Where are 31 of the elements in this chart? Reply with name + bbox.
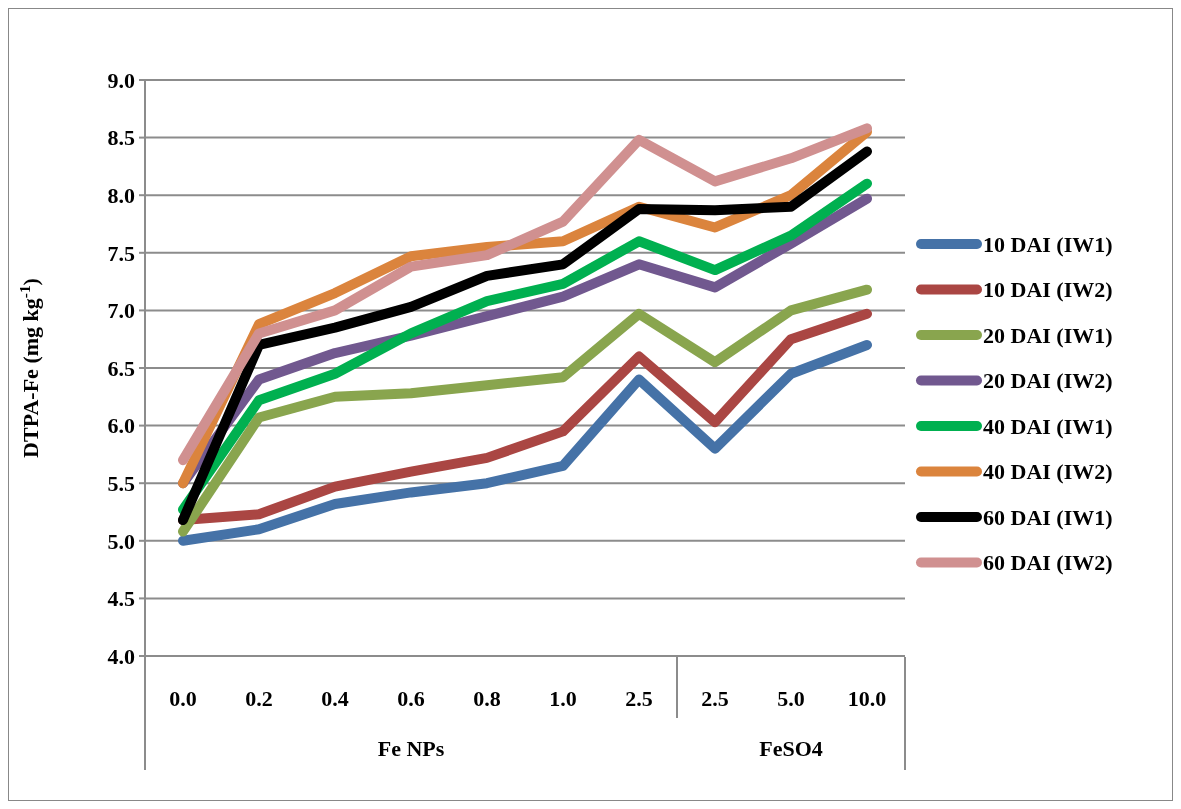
legend-label: 10 DAI (IW2) [983, 277, 1113, 303]
text: FeSO4 [759, 735, 823, 761]
y-tick-label: 5.5 [107, 470, 135, 496]
legend-label: 20 DAI (IW1) [983, 322, 1113, 348]
y-tick-label: 4.5 [107, 586, 135, 612]
legend-label: 40 DAI (IW1) [983, 413, 1113, 439]
x-tick-label: 1.0 [549, 685, 577, 711]
y-tick-label: 4.0 [107, 643, 135, 669]
y-tick-label: 9.0 [107, 67, 135, 93]
y-tick-label: 8.5 [107, 125, 135, 151]
legend-label: 60 DAI (IW1) [983, 504, 1113, 530]
y-tick-label: 7.0 [107, 298, 135, 324]
x-tick-label: 2.5 [625, 685, 653, 711]
y-tick-label: 7.5 [107, 240, 135, 266]
y-tick-label: 8.0 [107, 182, 135, 208]
x-tick-label: 0.2 [245, 685, 273, 711]
legend-label: 10 DAI (IW1) [983, 231, 1113, 257]
legend-label: 40 DAI (IW2) [983, 459, 1113, 485]
x-tick-label: 0.8 [473, 685, 501, 711]
y-tick-label: 6.0 [107, 413, 135, 439]
x-tick-label: 0.0 [169, 685, 197, 711]
legend-label: 60 DAI (IW2) [983, 550, 1113, 576]
x-tick-label: 0.6 [397, 685, 425, 711]
text: Fe NPs [377, 735, 445, 761]
legend-label: 20 DAI (IW2) [983, 368, 1113, 394]
x-tick-label: 10.0 [847, 685, 887, 711]
x-tick-label: 2.5 [701, 685, 729, 711]
y-tick-label: 6.5 [107, 355, 135, 381]
y-tick-label: 5.0 [107, 528, 135, 554]
x-tick-label: 5.0 [777, 685, 805, 711]
x-tick-label: 0.4 [321, 685, 349, 711]
